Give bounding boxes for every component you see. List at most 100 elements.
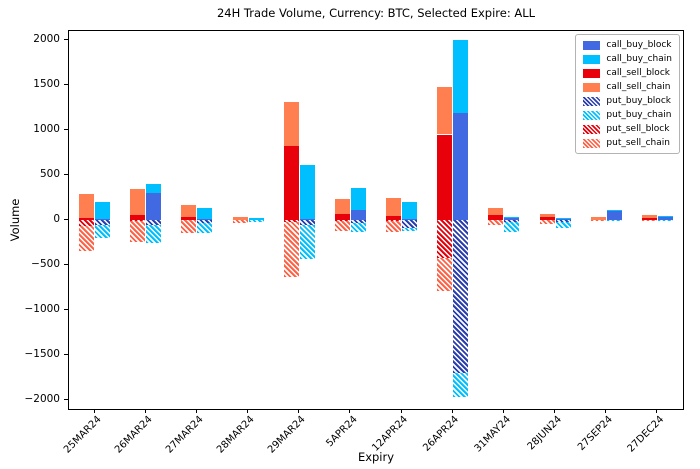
bar-call_buy_block [146, 193, 162, 220]
bar-put_sell_chain [386, 220, 402, 232]
y-tick-label: −1000 [24, 303, 60, 315]
tick-mark [605, 409, 607, 413]
bar-put_sell_block [283, 220, 299, 222]
bar-put_sell_chain [130, 220, 146, 243]
legend-swatch-put_sell_block [583, 124, 601, 134]
tick-mark [656, 409, 658, 413]
bar-call_buy_chain [606, 209, 622, 211]
legend-item-put_buy_block: put_buy_block [583, 96, 672, 106]
legend-label-put_buy_block: put_buy_block [606, 95, 671, 106]
legend-swatch-call_sell_chain [583, 82, 601, 92]
x-tick-label: 27SEP24 [576, 414, 616, 454]
bar-call_buy_chain [146, 184, 162, 193]
bar-call_buy_block [606, 210, 622, 220]
tick-mark [554, 409, 556, 413]
tick-mark [247, 409, 249, 413]
bar-call_sell_chain [232, 217, 248, 220]
bar-put_buy_block [95, 220, 111, 225]
tick-mark [93, 409, 95, 413]
bar-put_sell_chain [488, 220, 504, 226]
bar-put_sell_chain [181, 220, 197, 234]
bar-call_buy_block [350, 210, 366, 220]
bar-call_buy_block [402, 218, 418, 220]
bar-put_sell_chain [641, 220, 657, 222]
bar-call_buy_chain [350, 187, 366, 211]
bar-put_buy_chain [146, 224, 162, 243]
bar-call_sell_chain [130, 188, 146, 215]
bar-put_buy_chain [95, 224, 111, 238]
x-tick-label: 5APR24 [323, 414, 360, 450]
legend-swatch-put_buy_chain [583, 110, 601, 120]
bar-put_sell_chain [590, 220, 606, 222]
bar-put_sell_chain [232, 220, 248, 223]
bar-call_buy_chain [402, 202, 418, 219]
bar-call_buy_block [504, 217, 520, 220]
x-tick-label: 27DEC24 [625, 414, 667, 455]
bar-call_sell_chain [641, 215, 657, 218]
y-tick-label: 500 [39, 168, 60, 180]
x-axis-label: Expiry [357, 450, 395, 464]
bar-put_buy_chain [248, 220, 264, 222]
bar-call_buy_chain [95, 202, 111, 219]
tick-mark [64, 399, 68, 400]
bar-put_buy_chain [299, 225, 315, 259]
tick-mark [64, 174, 68, 175]
bar-call_buy_chain [453, 40, 469, 113]
bar-put_buy_block [453, 220, 469, 373]
bar-put_buy_block [197, 220, 213, 223]
plot-area: call_buy_block call_buy_chain call_sell_bl… [68, 30, 684, 410]
bar-call_buy_block [555, 218, 571, 220]
bar-put_buy_block [146, 220, 162, 225]
bar-put_buy_chain [555, 222, 571, 229]
legend-swatch-call_buy_chain [583, 54, 601, 64]
bar-put_sell_chain [334, 220, 350, 231]
bar-put_sell_chain [79, 226, 95, 252]
bar-put_buy_chain [402, 228, 418, 231]
bar-call_buy_chain [555, 218, 571, 220]
bar-call_sell_chain [539, 213, 555, 217]
legend-label-put_sell_chain: put_sell_chain [606, 137, 670, 148]
bar-put_sell_block [437, 220, 453, 258]
tick-mark [64, 264, 68, 265]
bar-call_sell_block [181, 217, 197, 220]
bar-put_sell_block [386, 220, 402, 221]
tick-mark [64, 129, 68, 130]
legend-label-call_sell_block: call_sell_block [606, 67, 670, 78]
bar-put_buy_chain [197, 222, 213, 234]
bar-call_sell_block [539, 216, 555, 220]
bar-call_sell_chain [437, 86, 453, 135]
bar-call_sell_block [437, 134, 453, 220]
y-tick-label: −500 [31, 258, 60, 270]
tick-mark [144, 409, 146, 413]
legend-item-call_sell_chain: call_sell_chain [583, 82, 672, 92]
bar-call_sell_block [334, 213, 350, 220]
x-tick-label: 26APR24 [421, 414, 462, 454]
bar-put_sell_block [334, 220, 350, 221]
bar-put_buy_chain [606, 220, 622, 222]
legend-swatch-put_sell_chain [583, 138, 601, 148]
bar-put_buy_block [350, 220, 366, 223]
bar-call_buy_block [453, 112, 469, 220]
bar-put_sell_chain [539, 220, 555, 225]
legend-swatch-put_buy_block [583, 96, 601, 106]
tick-mark [349, 409, 351, 413]
bar-put_sell_chain [437, 257, 453, 292]
bar-call_sell_chain [590, 216, 606, 220]
bar-call_sell_block [488, 215, 504, 220]
bar-call_sell_chain [334, 199, 350, 214]
legend-item-call_sell_block: call_sell_block [583, 68, 672, 78]
bar-put_sell_block [130, 220, 146, 221]
tick-mark [64, 219, 68, 220]
legend-item-put_sell_chain: put_sell_chain [583, 138, 672, 148]
tick-mark [64, 84, 68, 85]
y-tick-label: 1000 [33, 123, 60, 135]
bar-put_buy_block [299, 220, 315, 226]
bar-call_buy_block [95, 218, 111, 220]
bar-call_sell_chain [488, 208, 504, 216]
y-tick-label: −2000 [24, 393, 60, 405]
tick-mark [298, 409, 300, 413]
y-tick-label: 1500 [33, 78, 60, 90]
tick-mark [400, 409, 402, 413]
x-tick-label: 12APR24 [370, 414, 411, 454]
